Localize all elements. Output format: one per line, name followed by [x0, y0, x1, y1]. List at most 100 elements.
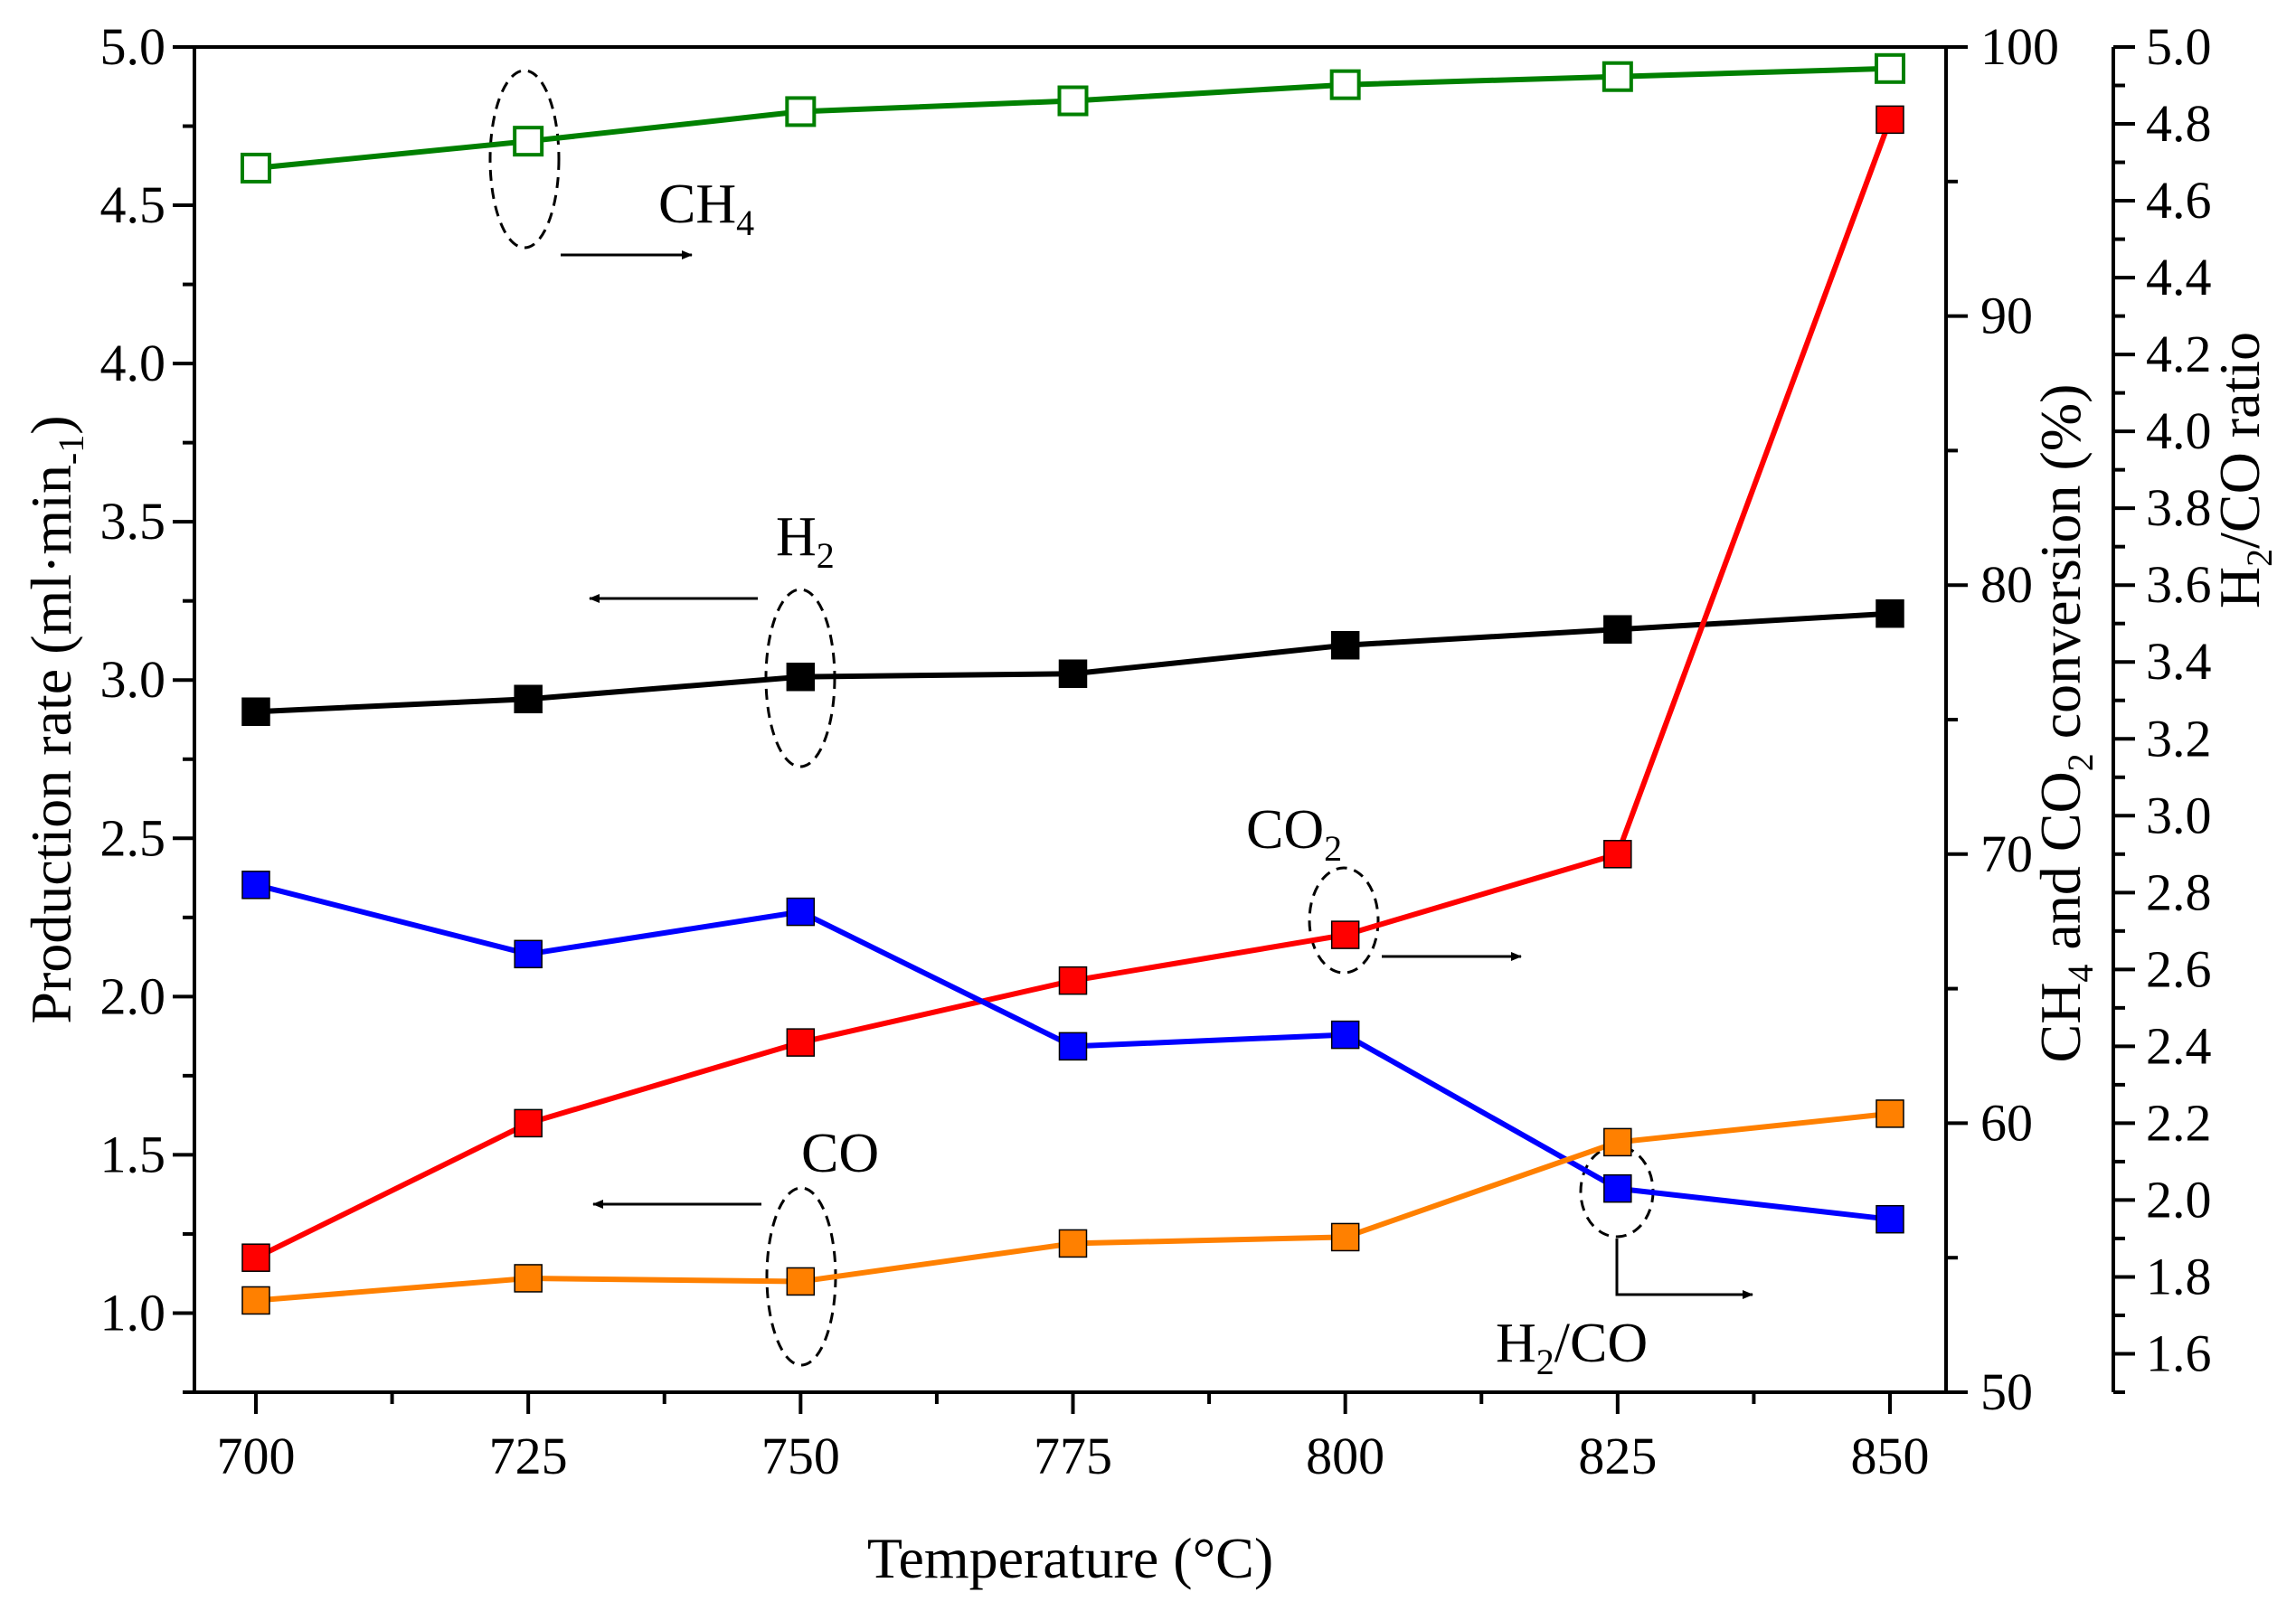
label-part: CH: [2028, 983, 2093, 1063]
data-point: [786, 662, 816, 692]
right1-tick-label: 90: [1980, 287, 2033, 345]
label-subscript: 2: [2060, 753, 2101, 771]
h2-label: H2: [776, 506, 835, 576]
left-tick-label: 1.5: [100, 1125, 166, 1183]
x-axis-title: Temperature (°C): [867, 1526, 1273, 1590]
data-point: [1058, 1229, 1088, 1258]
label-part: conversion (%): [2028, 384, 2093, 754]
data-point: [1330, 630, 1360, 660]
left-tick-label: 3.5: [100, 492, 166, 551]
right2-tick-label: 5.0: [2146, 17, 2212, 76]
right2-tick-label: 4.0: [2146, 401, 2212, 460]
label-subscript: -1: [51, 435, 91, 465]
data-point: [786, 1028, 816, 1057]
data-point: [1058, 659, 1088, 688]
label-part: /CO ratio: [2207, 332, 2272, 549]
label-part: ): [19, 415, 83, 434]
label-subscript: 2: [817, 535, 835, 576]
data-point: [1876, 1204, 1904, 1234]
label-part: and CO: [2028, 771, 2093, 964]
h2co-arrow: [1615, 1239, 1753, 1299]
label-subscript: 2: [1536, 1342, 1554, 1382]
right1-axis-title: CH4 and CO2 conversion (%): [2028, 384, 2101, 1063]
label-part: CH: [658, 174, 736, 235]
data-point: [241, 152, 271, 184]
right2-tick-label: 4.2: [2146, 325, 2212, 383]
data-point: [514, 939, 543, 969]
right2-tick-label: 4.4: [2146, 248, 2212, 306]
left-tick-label: 1.0: [100, 1283, 166, 1342]
right2-tick-label: 2.6: [2146, 939, 2212, 998]
x-tick-label: 800: [1306, 1427, 1384, 1485]
data-point: [1876, 1099, 1904, 1128]
data-point: [1329, 69, 1361, 100]
x-tick-label: 825: [1578, 1427, 1657, 1485]
right1-tick-label: 80: [1980, 555, 2033, 614]
co2-ellipse: [1308, 866, 1380, 975]
label-part: /CO: [1554, 1313, 1648, 1374]
right2-tick-label: 2.0: [2146, 1170, 2212, 1229]
label-part: CO: [1246, 799, 1324, 861]
data-point: [241, 697, 270, 726]
data-point: [1875, 52, 1905, 84]
data-point: [1057, 85, 1089, 117]
data-point: [786, 1267, 816, 1296]
label-part: CO: [801, 1123, 879, 1184]
left-tick-label: 2.5: [100, 808, 166, 867]
co-label: CO: [801, 1123, 879, 1184]
data-point: [1876, 105, 1904, 135]
data-point: [241, 1286, 270, 1315]
data-point: [1602, 61, 1633, 92]
left-axis-title: Production rate (ml·min-1): [19, 415, 91, 1023]
label-part: H: [776, 506, 817, 568]
x-tick-label: 850: [1851, 1427, 1930, 1485]
series-line: [255, 65, 1891, 171]
right2-tick-label: 2.2: [2146, 1093, 2212, 1152]
right2-tick-label: 3.6: [2146, 555, 2212, 614]
data-point: [1330, 920, 1360, 949]
series-line: [255, 1110, 1891, 1304]
data-point: [1603, 1127, 1632, 1157]
data-point: [241, 871, 270, 900]
right1-tick-label: 60: [1980, 1093, 2033, 1152]
series-line: [254, 118, 1893, 1260]
right1-tick-label: 50: [1980, 1362, 2033, 1421]
data-point: [1330, 1222, 1360, 1252]
data-point: [1876, 598, 1904, 628]
right2-tick-label: 3.2: [2146, 709, 2212, 768]
right2-tick-label: 4.6: [2146, 171, 2212, 230]
plot-frame: [193, 45, 1948, 1394]
label-subscript: 2: [2239, 549, 2280, 567]
data-point: [514, 1264, 543, 1293]
data-point: [1058, 1032, 1088, 1061]
data-point: [786, 897, 816, 927]
data-point: [241, 1243, 270, 1272]
data-point: [1603, 615, 1632, 644]
left-tick-label: 4.0: [100, 334, 166, 392]
right1-tick-label: 70: [1980, 824, 2033, 883]
data-point: [1603, 840, 1632, 869]
right2-tick-label: 3.0: [2146, 786, 2212, 844]
x-tick-label: 700: [217, 1427, 296, 1485]
right2-tick-label: 1.6: [2146, 1324, 2212, 1382]
data-point: [785, 96, 817, 127]
label-part: H: [2207, 567, 2272, 608]
co2-label: CO2: [1246, 799, 1342, 869]
left-tick-label: 2.0: [100, 966, 166, 1025]
right2-tick-label: 4.8: [2146, 94, 2212, 153]
x-tick-label: 750: [761, 1427, 840, 1485]
right1-tick-label: 100: [1980, 17, 2059, 76]
label-part: H: [1496, 1313, 1536, 1374]
label-subscript: 4: [736, 203, 754, 243]
data-point: [1603, 1173, 1632, 1203]
x-tick-label: 775: [1034, 1427, 1112, 1485]
right2-tick-label: 1.8: [2146, 1247, 2212, 1305]
data-point: [514, 684, 543, 713]
right2-tick-label: 2.4: [2146, 1016, 2212, 1075]
left-tick-label: 5.0: [100, 17, 166, 76]
h2co-label: H2/CO: [1496, 1313, 1648, 1382]
ch4-label: CH4: [658, 174, 754, 243]
data-point: [1058, 966, 1088, 995]
left-tick-label: 4.5: [100, 175, 166, 234]
